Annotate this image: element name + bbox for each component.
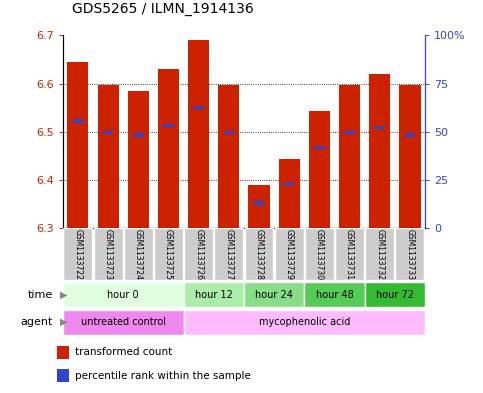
Bar — [279, 159, 300, 228]
Bar — [158, 69, 179, 228]
Bar — [309, 112, 330, 228]
Bar — [57, 369, 69, 382]
Bar — [124, 228, 153, 281]
Text: GSM1133730: GSM1133730 — [315, 229, 324, 280]
Bar — [244, 228, 273, 281]
Text: GSM1133725: GSM1133725 — [164, 229, 173, 280]
Text: GSM1133727: GSM1133727 — [224, 229, 233, 280]
Bar — [63, 282, 184, 307]
Text: agent: agent — [21, 317, 53, 327]
Text: GSM1133722: GSM1133722 — [73, 229, 83, 280]
Text: GDS5265 / ILMN_1914136: GDS5265 / ILMN_1914136 — [72, 2, 254, 16]
Text: GSM1133724: GSM1133724 — [134, 229, 143, 280]
Bar — [365, 228, 394, 281]
Bar — [365, 282, 425, 307]
Bar — [154, 228, 183, 281]
Bar — [369, 74, 390, 228]
Text: mycophenolic acid: mycophenolic acid — [258, 317, 350, 327]
Bar — [304, 282, 365, 307]
Bar — [72, 119, 83, 123]
Text: GSM1133728: GSM1133728 — [255, 229, 264, 280]
Text: GSM1133733: GSM1133733 — [405, 229, 414, 280]
Text: percentile rank within the sample: percentile rank within the sample — [75, 371, 251, 381]
Bar — [344, 131, 355, 134]
Text: ▶: ▶ — [60, 290, 68, 300]
Text: ▶: ▶ — [60, 317, 68, 327]
Bar — [184, 310, 425, 334]
Bar — [193, 106, 204, 109]
Bar — [275, 228, 304, 281]
Bar — [284, 182, 295, 185]
Bar — [405, 133, 415, 137]
Bar — [188, 40, 209, 228]
Bar — [98, 85, 119, 228]
Bar — [133, 133, 143, 137]
Text: time: time — [28, 290, 53, 300]
Text: GSM1133723: GSM1133723 — [103, 229, 113, 280]
Text: GSM1133726: GSM1133726 — [194, 229, 203, 280]
Bar — [339, 85, 360, 228]
Text: hour 24: hour 24 — [255, 290, 293, 300]
Bar — [214, 228, 243, 281]
Text: GSM1133731: GSM1133731 — [345, 229, 354, 280]
Bar — [244, 282, 304, 307]
Bar — [335, 228, 364, 281]
Text: hour 72: hour 72 — [376, 290, 414, 300]
Text: GSM1133732: GSM1133732 — [375, 229, 384, 280]
Bar — [63, 310, 184, 334]
Bar — [218, 85, 240, 228]
Bar — [305, 228, 334, 281]
Text: transformed count: transformed count — [75, 347, 173, 357]
Bar — [184, 228, 213, 281]
Bar — [128, 91, 149, 228]
Bar — [184, 282, 244, 307]
Text: hour 12: hour 12 — [195, 290, 233, 300]
Text: hour 0: hour 0 — [107, 290, 139, 300]
Bar — [254, 201, 264, 205]
Bar — [314, 146, 325, 149]
Bar — [63, 228, 92, 281]
Bar — [103, 131, 114, 134]
Bar — [67, 62, 88, 228]
Bar — [396, 228, 425, 281]
Bar — [224, 131, 234, 134]
Text: untreated control: untreated control — [81, 317, 166, 327]
Bar — [374, 126, 385, 129]
Bar — [248, 185, 270, 228]
Bar — [163, 124, 174, 127]
Text: hour 48: hour 48 — [315, 290, 354, 300]
Bar — [57, 346, 69, 359]
Bar — [399, 85, 421, 228]
Text: GSM1133729: GSM1133729 — [284, 229, 294, 280]
Bar — [94, 228, 123, 281]
